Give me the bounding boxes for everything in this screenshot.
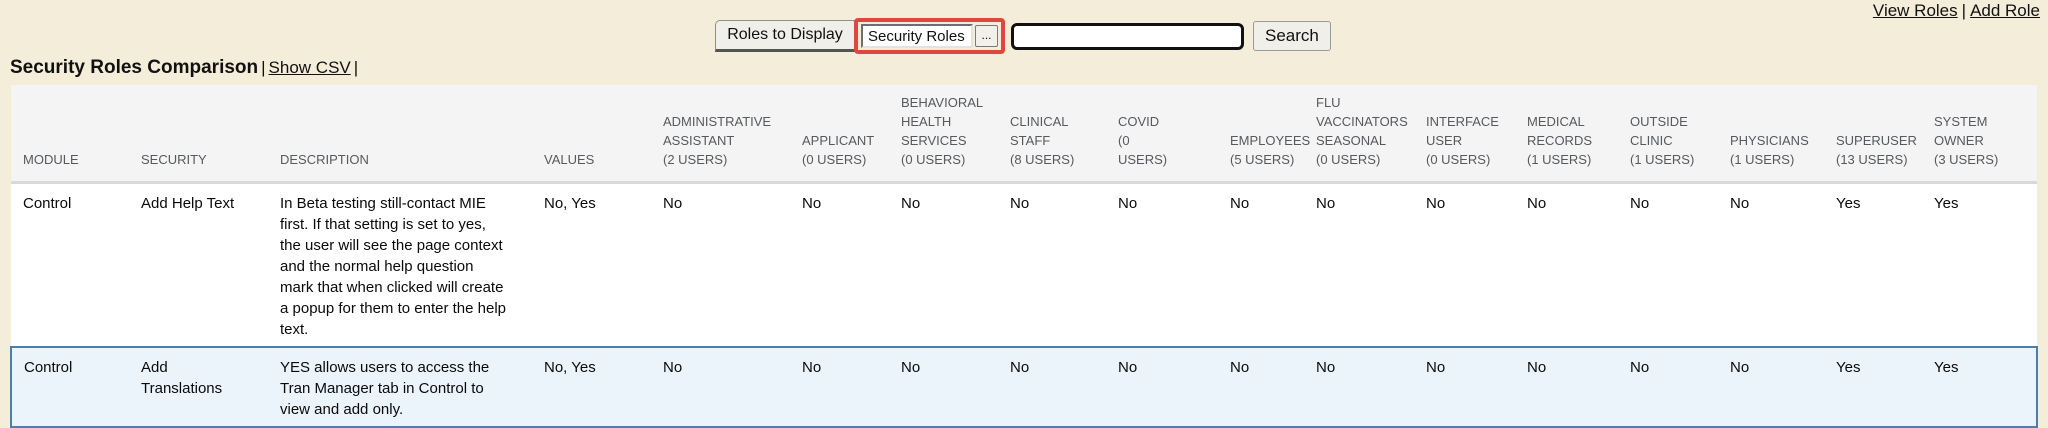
column-header-administrative-assistant: ADMINISTRATIVE ASSISTANT (2 USERS) — [651, 85, 790, 184]
cell-role-value: No — [1414, 182, 1515, 347]
cell-role-value: No — [651, 182, 790, 347]
cell-security: Add Translations — [129, 346, 268, 428]
roles-to-display-button[interactable]: Roles to Display — [715, 20, 855, 52]
title-separator-2: | — [353, 58, 359, 77]
column-header-applicant: APPLICANT (0 USERS) — [790, 85, 889, 184]
cell-module: Control — [10, 346, 129, 428]
column-header-system-owner: SYSTEM OWNER (3 USERS) — [1922, 85, 2037, 184]
page-title: Security Roles Comparison — [10, 57, 259, 78]
cell-role-value: No — [1618, 182, 1718, 347]
table-container: MODULE SECURITY DESCRIPTION VALUES ADMIN… — [10, 85, 2038, 428]
cell-role-value: No — [998, 182, 1106, 347]
column-header-module: MODULE — [11, 85, 129, 184]
cell-role-value: No — [790, 182, 889, 347]
cell-role-value: Yes — [1922, 346, 2038, 428]
search-button[interactable]: Search — [1253, 21, 1331, 51]
show-csv-link[interactable]: Show CSV — [268, 58, 351, 77]
column-header-covid: COVID (0 USERS) — [1106, 85, 1218, 184]
cell-role-value: No — [1718, 346, 1824, 428]
table-row: Control Add Help Text In Beta testing st… — [11, 182, 2037, 347]
cell-role-value: No — [1515, 182, 1618, 347]
cell-role-value: No — [1218, 182, 1304, 347]
cell-role-value: No — [1414, 346, 1515, 428]
cell-values: No, Yes — [532, 346, 651, 428]
add-role-link[interactable]: Add Role — [1970, 1, 2040, 20]
column-header-interface-user: INTERFACE USER (0 USERS) — [1414, 85, 1515, 184]
search-input[interactable] — [1011, 22, 1244, 50]
column-header-clinical-staff: CLINICAL STAFF (8 USERS) — [998, 85, 1106, 184]
cell-role-value: No — [1618, 346, 1718, 428]
cell-role-value: Yes — [1922, 182, 2037, 347]
cell-role-value: No — [1515, 346, 1618, 428]
roles-selector-highlight: Security Roles ... — [854, 18, 1005, 54]
title-bar: Security Roles Comparison | Show CSV | — [10, 57, 361, 79]
roles-picker-ellipsis-button[interactable]: ... — [975, 25, 998, 47]
cell-role-value: No — [790, 346, 889, 428]
cell-role-value: Yes — [1824, 182, 1922, 347]
cell-role-value: No — [889, 346, 998, 428]
table-row-highlighted: Control Add Translations YES allows user… — [10, 346, 2038, 428]
column-header-medical-records: MEDICAL RECORDS (1 USERS) — [1515, 85, 1618, 184]
cell-role-value: No — [1218, 346, 1304, 428]
security-roles-comparison-table: MODULE SECURITY DESCRIPTION VALUES ADMIN… — [10, 85, 2038, 428]
cell-module: Control — [11, 182, 129, 347]
cell-role-value: No — [889, 182, 998, 347]
roles-toolbar: Roles to Display Security Roles ... Sear… — [715, 18, 1331, 54]
cell-values: No, Yes — [532, 182, 651, 347]
header-row: MODULE SECURITY DESCRIPTION VALUES ADMIN… — [11, 85, 2037, 184]
cell-role-value: No — [1718, 182, 1824, 347]
column-header-flu-vaccinators-seasonal: FLU VACCINATORS SEASONAL (0 USERS) — [1304, 85, 1414, 184]
header-links: View Roles | Add Role — [1873, 1, 2040, 21]
cell-description: YES allows users to access the Tran Mana… — [268, 346, 532, 428]
column-header-outside-clinic: OUTSIDE CLINIC (1 USERS) — [1618, 85, 1718, 184]
column-header-physicians: PHYSICIANS (1 USERS) — [1718, 85, 1824, 184]
view-roles-link[interactable]: View Roles — [1872, 1, 1958, 20]
column-header-employees: EMPLOYEES (5 USERS) — [1218, 85, 1310, 184]
column-header-behavioral-health-services: BEHAVIORAL HEALTH SERVICES (0 USERS) — [889, 85, 998, 184]
column-header-values: VALUES — [532, 85, 651, 184]
title-separator-1: | — [261, 58, 266, 77]
cell-role-value: No — [1304, 346, 1414, 428]
cell-security: Add Help Text — [129, 182, 268, 347]
cell-role-value: Yes — [1824, 346, 1922, 428]
column-header-description: DESCRIPTION — [268, 85, 532, 184]
cell-role-value: No — [1106, 182, 1218, 347]
cell-role-value: No — [998, 346, 1106, 428]
link-separator: | — [1961, 1, 1967, 20]
cell-role-value: No — [1304, 182, 1414, 347]
cell-description: In Beta testing still-contact MIE first.… — [268, 182, 532, 347]
column-header-security: SECURITY — [129, 85, 268, 184]
cell-role-value: No — [1106, 346, 1218, 428]
cell-role-value: No — [651, 346, 790, 428]
roles-select-value[interactable]: Security Roles — [861, 24, 973, 48]
column-header-superuser: SUPERUSER (13 USERS) — [1824, 85, 1922, 184]
